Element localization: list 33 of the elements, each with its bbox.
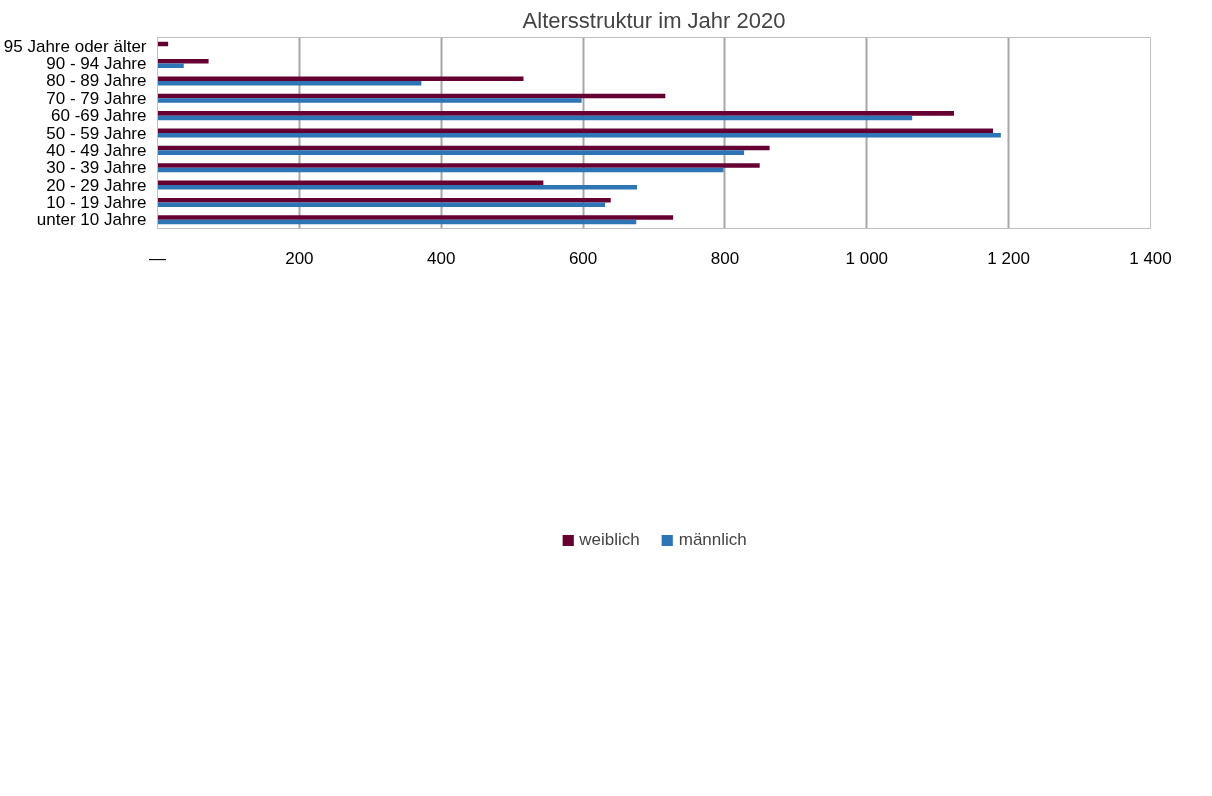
bar: [157, 76, 524, 81]
x-tick-label: —: [149, 248, 166, 268]
y-tick-label: 95 Jahre oder älter: [3, 36, 147, 56]
bar: [157, 133, 1001, 138]
x-tick-label: 600: [568, 248, 598, 268]
legend-label: männlich: [678, 530, 747, 550]
bar: [157, 185, 637, 190]
bar: [157, 59, 209, 64]
bar: [157, 111, 955, 116]
bar: [157, 202, 606, 207]
y-tick-label: 40 - 49 Jahre: [46, 140, 147, 160]
bar: [157, 163, 760, 168]
y-tick-label: 90 - 94 Jahre: [46, 54, 147, 74]
x-tick-label: 1 000: [845, 248, 889, 268]
bar: [157, 215, 674, 220]
x-tick-label: 800: [710, 248, 740, 268]
x-tick-label: 1 400: [1129, 248, 1172, 268]
x-tick-label: 1 200: [987, 248, 1030, 268]
y-tick-label: 60 -69 Jahre: [51, 106, 147, 126]
y-tick-label: 30 - 39 Jahre: [46, 158, 147, 178]
y-tick-label: 80 - 89 Jahre: [46, 71, 147, 91]
y-tick-label: 20 - 29 Jahre: [46, 175, 147, 195]
y-tick-label: 50 - 59 Jahre: [46, 123, 147, 143]
y-tick-label: unter 10 Jahre: [36, 210, 147, 230]
y-tick-label: 10 - 19 Jahre: [46, 192, 147, 212]
x-tick-label: 400: [427, 248, 456, 268]
bar: [157, 98, 582, 103]
y-tick-label: 70 - 79 Jahre: [46, 88, 147, 108]
legend-label: weiblich: [579, 530, 640, 550]
chart-title: Altersstruktur im Jahr 2020: [522, 7, 786, 33]
bar: [157, 128, 994, 133]
x-tick-label: 200: [285, 248, 314, 268]
bar: [157, 150, 745, 155]
